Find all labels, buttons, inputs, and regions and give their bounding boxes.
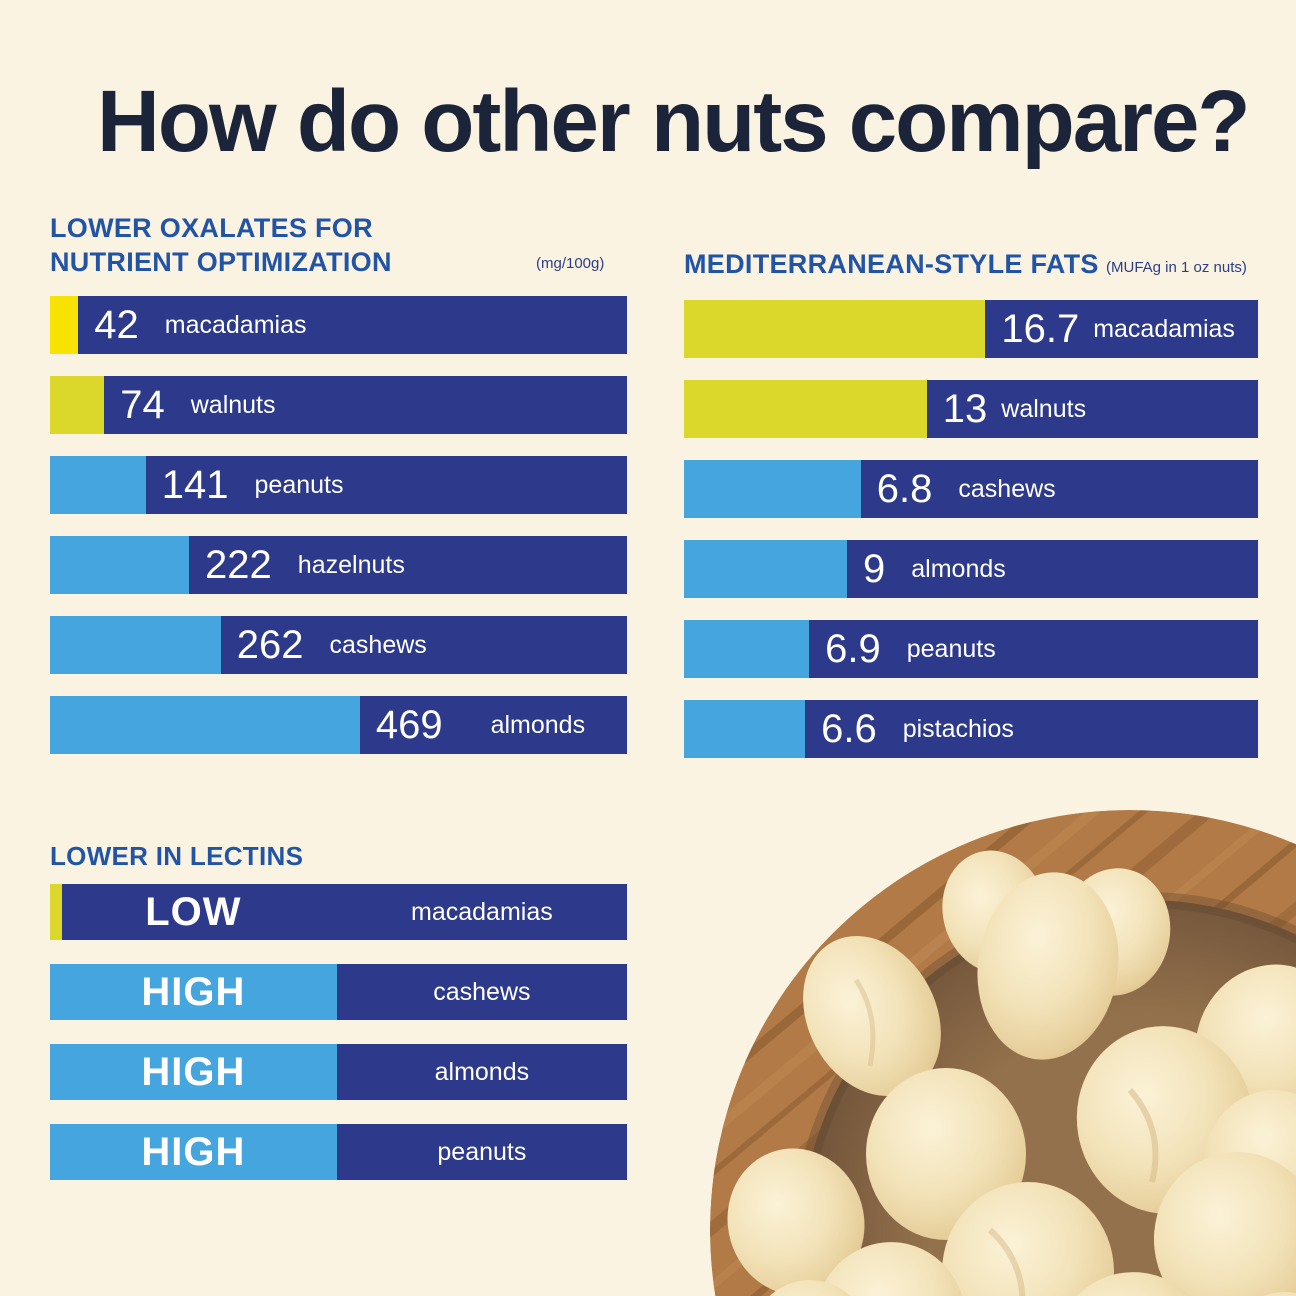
bar-segment (50, 456, 146, 514)
oxalates-bar-hazelnuts: 222 hazelnuts (50, 536, 627, 594)
macadamia-bowl-photo (710, 810, 1296, 1296)
bar-segment (684, 380, 927, 438)
bar-segment (684, 620, 810, 678)
lectin-level-text: HIGH (141, 969, 246, 1014)
bar-label-text: almonds (434, 1057, 530, 1086)
page-title: How do other nuts compare? (97, 73, 1251, 170)
bar-segment (684, 700, 806, 758)
fats-bar-peanuts: 6.9 peanuts (684, 620, 1258, 678)
bar-value: 469 (375, 702, 443, 747)
bar-value: 222 (205, 542, 272, 587)
bar-label: cashews (329, 630, 427, 659)
bar-label: hazelnuts (297, 550, 405, 579)
bar-value: 42 (94, 302, 139, 347)
bar-value: 16.7 (1001, 306, 1080, 351)
bar-label-text: macadamias (411, 897, 553, 926)
fats-bar-cashews: 6.8 cashews (684, 460, 1258, 518)
oxalates-bar-peanuts: 141 peanuts (50, 456, 627, 514)
fats-section-title: MEDITERRANEAN-STYLE FATS (684, 247, 1099, 281)
bar-label: macadamias (337, 884, 627, 940)
lectins-bar-cashews: HIGH cashews (50, 964, 627, 1020)
bar-label: cashews (337, 964, 627, 1020)
bar-label: walnuts (1001, 394, 1087, 423)
bar-segment (684, 540, 848, 598)
bar-value: 262 (236, 622, 304, 667)
bar-segment (50, 1124, 337, 1180)
bar-value: 6.8 (876, 466, 933, 511)
bar-label: almonds (490, 710, 586, 739)
bar-segment (684, 460, 861, 518)
lectins-bar-almonds: HIGH almonds (50, 1044, 627, 1100)
bar-label-text: cashews (433, 977, 531, 1006)
bar-segment (50, 616, 221, 674)
bar-value: 13 (942, 386, 988, 431)
bar-label: macadamias (164, 310, 307, 339)
oxalates-bar-almonds: 469 almonds (50, 696, 627, 754)
bar-segment (50, 376, 105, 434)
lectin-level-text: HIGH (141, 1129, 246, 1174)
bar-segment (50, 696, 360, 754)
bar-value: 6.6 (821, 706, 877, 751)
bar-value: 6.9 (825, 626, 881, 671)
lectin-level: HIGH (50, 964, 337, 1020)
bar-segment (50, 964, 337, 1020)
bar-label: almonds (337, 1044, 627, 1100)
bar-label: peanuts (906, 634, 996, 663)
bar-label: cashews (958, 474, 1056, 503)
bar-value: 74 (120, 382, 165, 427)
bar-label: walnuts (190, 390, 276, 419)
fats-bar-pistachios: 6.6 pistachios (684, 700, 1258, 758)
bar-value: 9 (863, 546, 886, 591)
oxalates-title-line2: NUTRIENT OPTIMIZATION (50, 247, 392, 277)
bar-label-text: peanuts (437, 1137, 527, 1166)
bar-segment (50, 536, 190, 594)
fats-title-line1: MEDITERRANEAN-STYLE FATS (684, 249, 1099, 279)
oxalates-title-line1: LOWER OXALATES FOR (50, 213, 373, 243)
bar-segment (50, 296, 79, 354)
lectin-level: HIGH (50, 1124, 337, 1180)
lectins-bar-peanuts: HIGH peanuts (50, 1124, 627, 1180)
lectins-title-line1: LOWER IN LECTINS (50, 841, 304, 871)
oxalates-bar-walnuts: 74 walnuts (50, 376, 627, 434)
bar-segment (50, 884, 63, 940)
lectin-level: HIGH (50, 1044, 337, 1100)
lectin-level: LOW (50, 884, 337, 940)
bar-label: peanuts (254, 470, 344, 499)
oxalates-bar-cashews: 262 cashews (50, 616, 627, 674)
lectin-level-text: LOW (145, 889, 242, 934)
fats-bar-almonds: 9 almonds (684, 540, 1258, 598)
bar-segment (50, 1044, 337, 1100)
bar-label: peanuts (337, 1124, 627, 1180)
fats-bar-macadamias: 16.7 macadamias (684, 300, 1258, 358)
bar-segment (684, 300, 986, 358)
bar-label: almonds (911, 554, 1006, 583)
bar-label: pistachios (902, 714, 1014, 743)
oxalates-section-title: LOWER OXALATES FOR NUTRIENT OPTIMIZATION (50, 211, 392, 279)
lectins-bar-macadamias: LOW macadamias (50, 884, 627, 940)
fats-unit-label: (MUFAg in 1 oz nuts) (1106, 259, 1247, 276)
lectins-section-title: LOWER IN LECTINS (50, 839, 303, 873)
bar-value: 141 (161, 462, 229, 507)
lectin-level-text: HIGH (141, 1049, 246, 1094)
fats-bar-walnuts: 13 walnuts (684, 380, 1258, 438)
bar-label: macadamias (1093, 314, 1235, 343)
oxalates-bar-macadamias: 42 macadamias (50, 296, 627, 354)
oxalates-unit-label: (mg/100g) (536, 255, 605, 272)
